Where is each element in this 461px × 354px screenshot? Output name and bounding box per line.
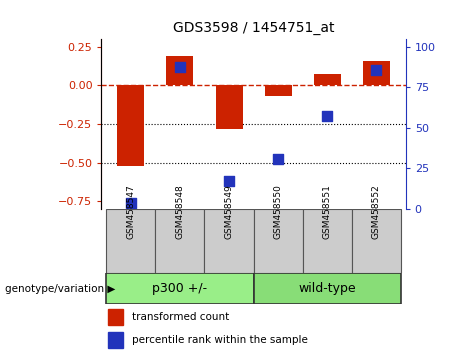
Bar	[313, 74, 341, 85]
Bar	[166, 56, 194, 85]
Bar	[363, 61, 390, 85]
Bar	[216, 85, 242, 129]
Text: percentile rank within the sample: percentile rank within the sample	[132, 335, 308, 346]
Text: GSM458548: GSM458548	[176, 185, 184, 239]
Point	[324, 113, 331, 119]
FancyBboxPatch shape	[106, 209, 155, 273]
Text: GSM458547: GSM458547	[126, 185, 136, 239]
Title: GDS3598 / 1454751_at: GDS3598 / 1454751_at	[173, 21, 334, 35]
Bar	[107, 332, 123, 348]
Bar	[107, 309, 123, 325]
Bar	[265, 85, 292, 96]
FancyBboxPatch shape	[254, 209, 302, 273]
Text: GSM458551: GSM458551	[323, 184, 331, 239]
FancyBboxPatch shape	[352, 209, 401, 273]
Point	[176, 64, 183, 70]
Text: wild-type: wild-type	[298, 282, 356, 295]
FancyBboxPatch shape	[254, 273, 401, 304]
Point	[127, 200, 135, 206]
Text: p300 +/-: p300 +/-	[153, 282, 207, 295]
Bar	[118, 85, 144, 166]
Text: GSM458550: GSM458550	[273, 184, 283, 239]
Text: genotype/variation ▶: genotype/variation ▶	[5, 284, 115, 293]
FancyBboxPatch shape	[205, 209, 254, 273]
FancyBboxPatch shape	[155, 209, 205, 273]
Point	[274, 156, 282, 162]
Text: GSM458552: GSM458552	[372, 185, 381, 239]
Point	[225, 178, 233, 184]
Text: transformed count: transformed count	[132, 312, 229, 322]
FancyBboxPatch shape	[106, 273, 254, 304]
FancyBboxPatch shape	[302, 209, 352, 273]
Text: GSM458549: GSM458549	[225, 185, 234, 239]
Point	[372, 67, 380, 73]
